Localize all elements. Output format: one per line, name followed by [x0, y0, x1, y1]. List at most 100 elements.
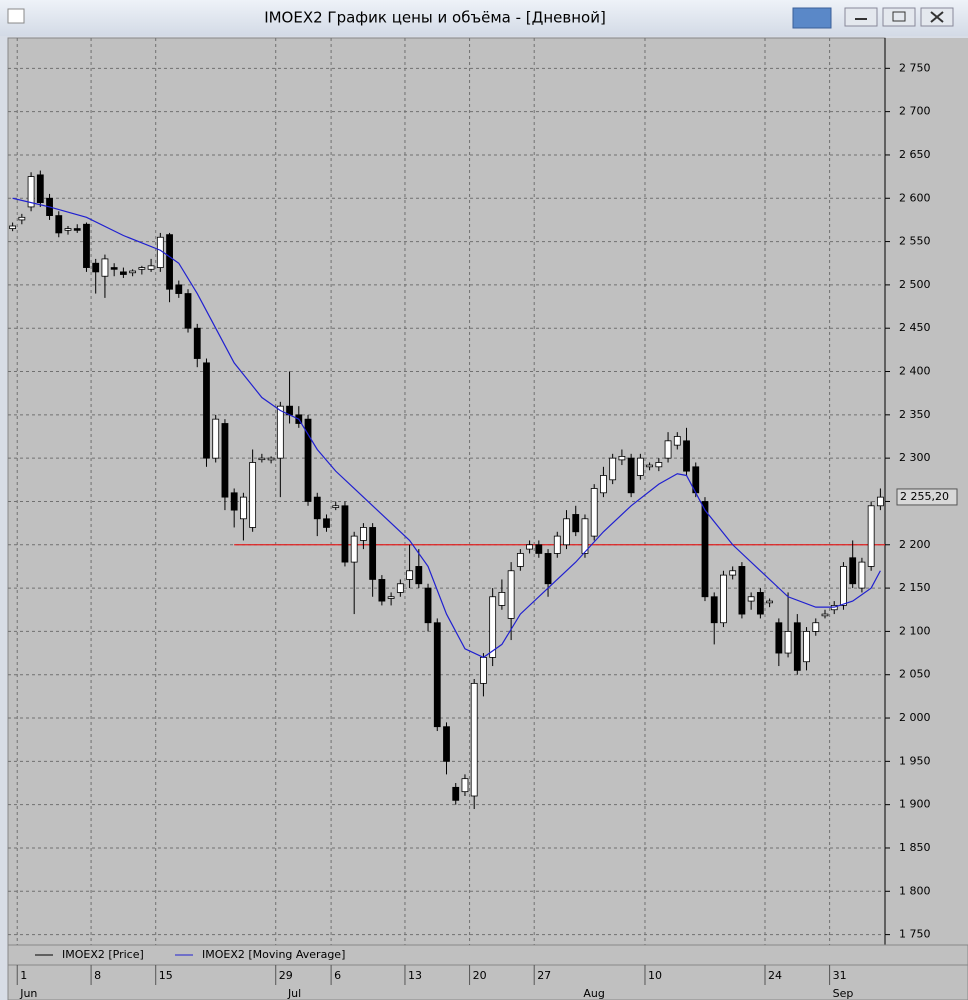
- candle-body: [92, 262, 100, 273]
- candle-body: [396, 583, 404, 593]
- candle-body: [470, 682, 478, 797]
- candle-body: [304, 418, 312, 502]
- last-price-label: 2 255,20: [900, 490, 949, 503]
- candle-body: [27, 176, 35, 208]
- maximize-button[interactable]: [882, 7, 916, 27]
- window-title: IMOEX2 График цены и объёма - [Дневной]: [264, 9, 606, 27]
- candle-body: [240, 496, 247, 520]
- candle-body: [184, 293, 192, 329]
- y-tick-label: 2 300: [899, 451, 931, 464]
- y-tick-label: 2 450: [899, 321, 931, 334]
- y-tick-label: 2 750: [899, 61, 931, 74]
- candle-body: [83, 223, 90, 268]
- candle-body: [526, 544, 533, 550]
- y-tick-label: 1 800: [899, 884, 931, 897]
- candle-body: [9, 225, 17, 229]
- link-button[interactable]: [792, 7, 832, 29]
- candle-body: [858, 561, 866, 589]
- y-tick-label: 2 650: [899, 148, 931, 161]
- y-tick-label: 2 350: [899, 408, 931, 421]
- candle-body: [258, 457, 266, 461]
- candle-body: [673, 436, 681, 446]
- candle-body: [821, 613, 829, 617]
- x-axis-area: [7, 964, 968, 1000]
- candle-body: [350, 535, 358, 563]
- app-icon: [7, 8, 25, 24]
- minimize-button[interactable]: [844, 7, 878, 27]
- candle-body: [600, 475, 607, 494]
- x-tick-label: 10: [648, 969, 662, 982]
- candle-body: [609, 457, 617, 481]
- candle-body: [323, 518, 330, 528]
- candle-body: [461, 778, 469, 793]
- candle-body: [387, 596, 395, 599]
- candle-body: [720, 574, 727, 624]
- close-icon: [930, 11, 944, 23]
- candle-body: [360, 527, 367, 541]
- candle-body: [55, 215, 63, 234]
- y-tick-label: 2 100: [899, 624, 931, 637]
- y-tick-label: 1 750: [899, 928, 931, 941]
- candle-body: [36, 174, 44, 203]
- candle-body: [784, 631, 792, 654]
- candle-body: [683, 440, 690, 472]
- candle-body: [729, 570, 737, 576]
- last-price-box: [896, 488, 958, 506]
- x-tick-label: 24: [768, 969, 782, 982]
- candle-body: [221, 423, 229, 498]
- candle-body: [212, 418, 220, 459]
- candle-body: [627, 457, 635, 494]
- y-tick-label: 2 400: [899, 365, 931, 378]
- month-label: Sep: [833, 987, 854, 1000]
- candle-body: [553, 535, 561, 554]
- y-tick-label: 2 500: [899, 278, 931, 291]
- x-tick-label: 1: [20, 969, 27, 982]
- y-tick-label: 2 000: [899, 711, 931, 724]
- y-tick-label: 2 700: [899, 105, 931, 118]
- candle-body: [581, 518, 589, 554]
- x-tick-label: 27: [537, 969, 551, 982]
- candle-body: [664, 440, 672, 459]
- candle-body: [876, 496, 884, 507]
- candle-body: [378, 579, 386, 602]
- candle-body: [775, 622, 783, 654]
- candle-body: [803, 631, 810, 663]
- candle-body: [267, 457, 275, 461]
- candle-body: [572, 514, 580, 533]
- candle-body: [747, 596, 755, 602]
- candle-body: [563, 518, 570, 546]
- candle-body: [840, 566, 847, 606]
- x-tick-label: 31: [833, 969, 847, 982]
- candle-body: [203, 362, 210, 459]
- y-tick-label: 2 200: [899, 538, 931, 551]
- y-tick-label: 2 050: [899, 668, 931, 681]
- y-tick-label: 1 900: [899, 798, 931, 811]
- candle-body: [433, 622, 441, 728]
- candle-body: [738, 566, 746, 615]
- x-tick-label: 13: [408, 969, 422, 982]
- legend-label: IMOEX2 [Price]: [62, 948, 144, 961]
- candle-body: [516, 553, 524, 567]
- x-tick-label: 29: [279, 969, 293, 982]
- x-tick-label: 20: [473, 969, 487, 982]
- candle-body: [452, 786, 460, 801]
- x-tick-label: 8: [94, 969, 101, 982]
- candle-body: [129, 270, 137, 274]
- y-tick-label: 1 850: [899, 841, 931, 854]
- candle-body: [756, 592, 764, 615]
- candle-body: [415, 566, 423, 585]
- month-label: Jul: [287, 987, 301, 1000]
- month-label: Jun: [19, 987, 37, 1000]
- candle-body: [480, 656, 487, 684]
- candle-body: [590, 488, 598, 537]
- x-tick-label: 15: [159, 969, 173, 982]
- candle-body: [166, 234, 173, 290]
- legend-label: IMOEX2 [Moving Average]: [202, 948, 345, 961]
- candle-body: [64, 228, 72, 231]
- candle-body: [341, 505, 349, 563]
- legend-area: [7, 944, 968, 966]
- candle-body: [443, 726, 450, 762]
- candle-body: [618, 456, 626, 461]
- candle-body: [119, 271, 127, 275]
